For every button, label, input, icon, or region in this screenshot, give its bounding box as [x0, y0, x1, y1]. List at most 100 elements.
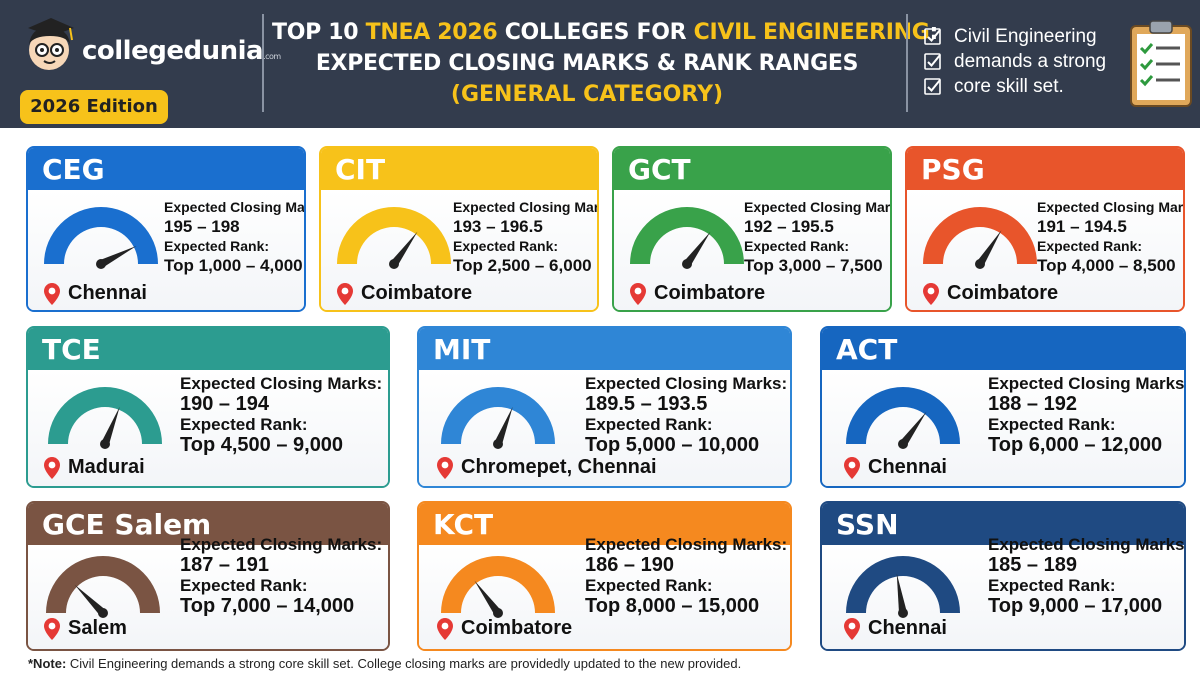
- marks-label: Expected Closing Marks:: [988, 535, 1186, 554]
- college-card[interactable]: PSG Expected Closing Marks:191 – 194.5Exp…: [905, 146, 1185, 312]
- rank-value: Top 6,000 – 12,000: [988, 434, 1163, 456]
- card-info: Expected Closing Marks: 191 – 194.5 Expect…: [1037, 198, 1183, 276]
- marks-label: Expected Closing Marks:: [453, 199, 599, 215]
- marks-value: 190 – 194: [180, 393, 269, 415]
- card-info: Expected Closing Marks: 189.5 – 193.5 Expe…: [585, 374, 787, 456]
- location: Salem: [44, 617, 127, 640]
- location: Chromepet, Chennai: [437, 456, 657, 479]
- college-card[interactable]: ACT Expected Closing Marks: 188 – 192 Expec…: [820, 326, 1186, 488]
- marks-label: Expected Closing Marks:: [164, 199, 305, 215]
- location-label: Coimbatore: [361, 282, 473, 304]
- rank-value: Top 7,000 – 14,000: [180, 595, 355, 617]
- location-pin-icon: [437, 617, 453, 640]
- rank-value: Top 8,000 – 15,000: [585, 595, 760, 617]
- location-pin-icon: [337, 282, 353, 305]
- card-info: Expected Closing Marks: 193 – 196.5 Expect…: [453, 198, 599, 276]
- checkbox-icon: [924, 53, 941, 70]
- rank-label: Expected Rank:: [164, 238, 270, 254]
- college-card[interactable]: KCT Expected Closing Marks: 186 – 190 Expec…: [417, 501, 792, 651]
- page-title: TOP 10 TNEA 2026 COLLEGES FOR CIVIL ENGI…: [272, 20, 939, 107]
- card-body: Expected Closing Marks: 190 – 194 Expected…: [28, 370, 388, 486]
- location: Chennai: [844, 617, 947, 640]
- college-card[interactable]: CIT Expected Closing Marks:193 – 196.5Exp…: [319, 146, 599, 312]
- card-body: Expected Closing Marks: 193 – 196.5 Expect…: [321, 190, 597, 310]
- marks-label: Expected Closing Marks:: [744, 199, 891, 215]
- checkbox-icon: [924, 78, 941, 95]
- marks-label: Expected Closing Marks:: [585, 535, 788, 554]
- location-label: Coimbatore: [947, 282, 1059, 304]
- rank-label: Expected Rank:: [585, 415, 713, 434]
- location-label: Chromepet, Chennai: [461, 456, 657, 478]
- card-title: GCE Salem: [28, 503, 388, 545]
- card-title: CIT: [321, 148, 597, 190]
- rank-label: Expected Rank:: [585, 576, 713, 595]
- checkbox-icon: [924, 28, 941, 45]
- location: Coimbatore: [437, 617, 572, 640]
- card-info: Expected Closing Marks: 190 – 194 Expected…: [180, 374, 382, 456]
- location-label: Chennai: [868, 456, 947, 478]
- gauge-icon: [337, 207, 451, 269]
- card-info: Expected Closing Marks: 186 – 190 Expected…: [585, 535, 787, 617]
- header-banner: collegedunia.com 2026 Edition TOP 10 TNE…: [0, 0, 1200, 128]
- location: Chennai: [844, 456, 947, 479]
- rank-label: Expected Rank:: [988, 415, 1116, 434]
- gauge-icon: [441, 387, 555, 449]
- card-title: KCT: [419, 503, 790, 545]
- location-pin-icon: [844, 456, 860, 479]
- location-pin-icon: [923, 282, 939, 305]
- location: Coimbatore: [337, 282, 472, 305]
- marks-value: 192 – 195.5: [744, 217, 834, 236]
- gauge-icon: [44, 207, 158, 269]
- college-card[interactable]: MIT Expected Closing Marks: 189.5 – 193.5 E…: [417, 326, 792, 488]
- rank-value: Top 4,500 – 9,000: [180, 434, 344, 456]
- card-title: ACT: [822, 328, 1184, 370]
- college-card[interactable]: TCE Expected Closing Marks: 190 – 194 Expec…: [26, 326, 390, 488]
- divider: [262, 14, 264, 112]
- location-label: Madurai: [68, 456, 145, 478]
- card-body: Expected Closing Marks: 192 – 195.5 Expect…: [614, 190, 890, 310]
- gauge-icon: [630, 207, 744, 269]
- card-body: Expected Closing Marks: 195 – 198 Expected…: [28, 190, 304, 310]
- checklist: Civil Engineering demands a strong core …: [924, 24, 1124, 99]
- card-title: GCT: [614, 148, 890, 190]
- location-label: Salem: [68, 617, 127, 639]
- card-title: TCE: [28, 328, 388, 370]
- brand-logo[interactable]: collegedunia.com: [20, 14, 281, 84]
- checklist-item: core skill set.: [924, 74, 1124, 99]
- rank-label: Expected Rank:: [1037, 238, 1143, 254]
- footnote: *Note: Civil Engineering demands a stron…: [28, 656, 742, 671]
- rank-label: Expected Rank:: [988, 576, 1116, 595]
- marks-value: 195 – 198: [164, 217, 240, 236]
- card-info: Expected Closing Marks: 187 – 191 Expected…: [180, 535, 382, 617]
- rank-label: Expected Rank:: [744, 238, 850, 254]
- location: Chennai: [44, 282, 147, 305]
- edition-badge: 2026 Edition: [20, 90, 168, 124]
- location-pin-icon: [44, 617, 60, 640]
- location-pin-icon: [844, 617, 860, 640]
- marks-value: 186 – 190: [585, 554, 674, 576]
- card-title: PSG: [907, 148, 1183, 190]
- marks-label: Expected Closing Marks:: [180, 535, 383, 554]
- card-title: CEG: [28, 148, 304, 190]
- gauge-icon: [923, 207, 1037, 269]
- college-card[interactable]: GCE Salem Expected Closing Marks: 187 – 19…: [26, 501, 390, 651]
- college-card[interactable]: SSN Expected Closing Marks: 185 – 189 Expec…: [820, 501, 1186, 651]
- marks-label: Expected Closing Marks:: [180, 374, 383, 393]
- rank-value: Top 1,000 – 4,000: [164, 256, 303, 275]
- checklist-item: Civil Engineering: [924, 24, 1124, 49]
- card-title: SSN: [822, 503, 1184, 545]
- rank-label: Expected Rank:: [180, 576, 308, 595]
- marks-label: Expected Closing Marks:: [988, 374, 1186, 393]
- card-body: Expected Closing Marks: 189.5 – 193.5 Expe…: [419, 370, 790, 486]
- card-info: Expected Closing Marks: 185 – 189 Expected…: [988, 535, 1186, 617]
- marks-label: Expected Closing Marks:: [585, 374, 788, 393]
- location-label: Coimbatore: [654, 282, 766, 304]
- rank-label: Expected Rank:: [180, 415, 308, 434]
- location-pin-icon: [44, 282, 60, 305]
- card-info: Expected Closing Marks: 188 – 192 Expected…: [988, 374, 1186, 456]
- card-info: Expected Closing Marks: 192 – 195.5 Expect…: [744, 198, 891, 276]
- gauge-icon: [441, 556, 555, 618]
- marks-value: 191 – 194.5: [1037, 217, 1127, 236]
